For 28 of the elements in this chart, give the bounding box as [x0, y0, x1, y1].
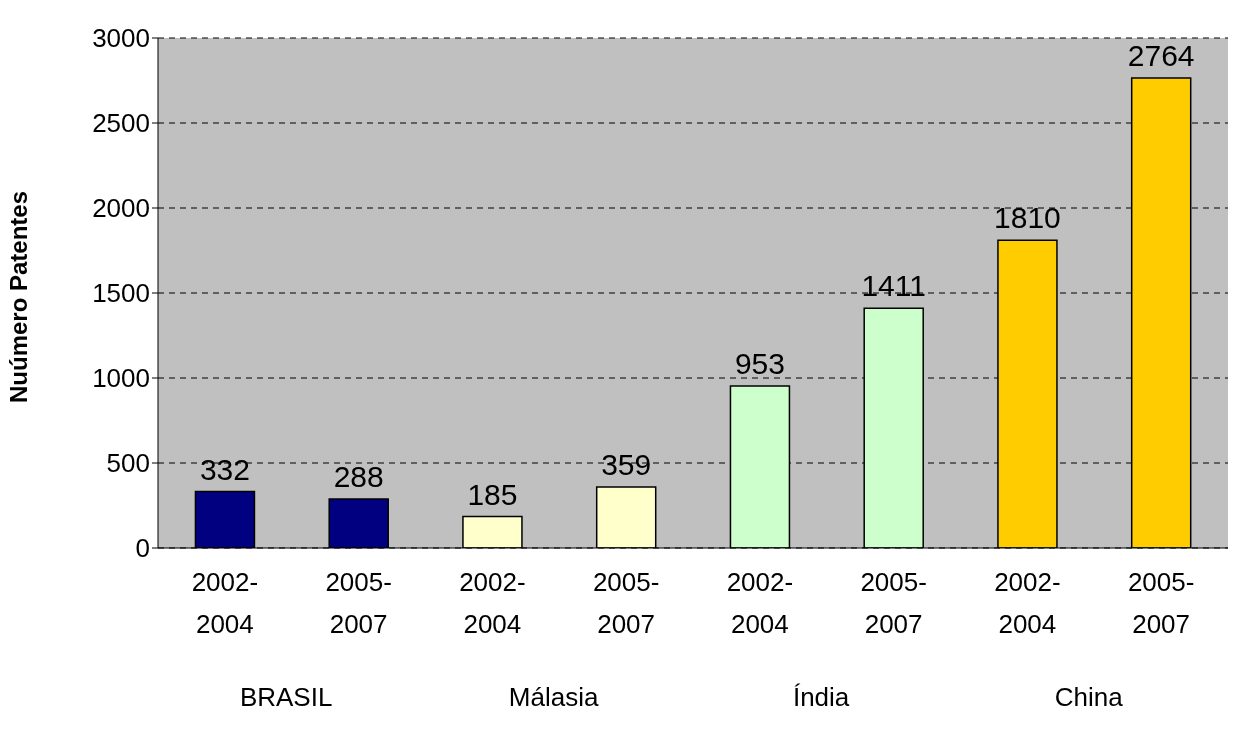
data-label: 288 [333, 460, 384, 494]
x-tick-label: 2005-2007 [1127, 567, 1195, 639]
text: Índia [792, 682, 850, 712]
text: BRASIL [239, 682, 333, 712]
x-tick-label: 2005-2007 [325, 567, 392, 639]
y-tick-label: 500 [106, 448, 150, 479]
text: Málasia [508, 682, 599, 712]
y-tick-label: 1000 [92, 363, 150, 394]
y-tick-label: 2500 [92, 108, 150, 139]
data-label: 2764 [1127, 39, 1195, 73]
text: China [1054, 682, 1124, 712]
x-tick-label: 2005-2007 [592, 567, 660, 639]
y-tick-label: 3000 [92, 23, 150, 54]
x-tick-label: 2002-2004 [994, 567, 1061, 639]
x-tick-label: 2005-2007 [860, 567, 927, 639]
x-tick-label: 2002-2004 [191, 567, 259, 639]
data-label: 359 [601, 447, 652, 481]
y-tick-label: 0 [135, 533, 150, 564]
y-tick-label: 1500 [92, 278, 150, 309]
data-label: 332 [199, 452, 250, 486]
data-label: 185 [467, 477, 518, 511]
y-axis-title: Nuúmero Patentes [4, 190, 32, 403]
x-tick-label: 2002-2004 [459, 567, 526, 639]
data-label: 1810 [994, 201, 1061, 235]
data-label: 953 [734, 346, 785, 380]
x-tick-label: 2002-2004 [726, 567, 794, 639]
y-tick-label: 2000 [92, 193, 150, 224]
data-label: 1411 [861, 269, 926, 303]
